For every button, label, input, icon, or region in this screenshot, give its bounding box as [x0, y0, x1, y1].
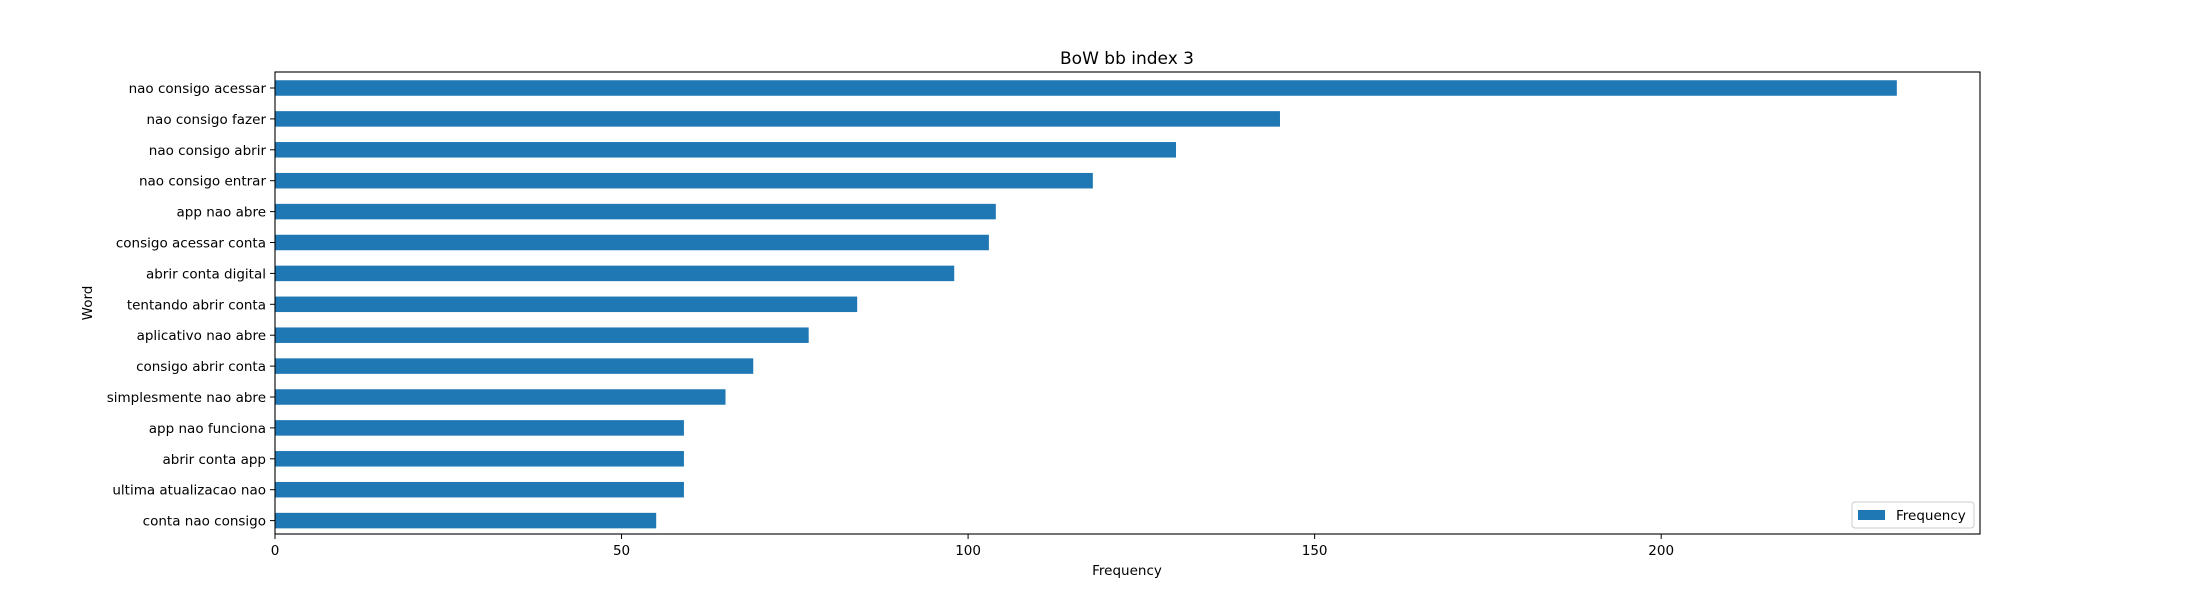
y-tick-label: consigo acessar conta — [116, 236, 266, 252]
legend-box — [1851, 501, 1975, 529]
x-tick-label: 100 — [955, 543, 981, 559]
plot-frame — [274, 71, 1981, 535]
y-tick-label: nao consigo abrir — [149, 143, 267, 159]
bar-abrir-conta-app — [275, 451, 684, 467]
bars-layer — [275, 80, 1897, 529]
y-tick-label: conta nao consigo — [143, 514, 266, 530]
bar-ultima-atualizacao-nao — [275, 481, 684, 498]
legend-label: Frequency — [1896, 508, 1966, 524]
y-tick-label: abrir conta digital — [146, 266, 266, 282]
bar-consigo-acessar-conta — [275, 234, 989, 251]
bar-nao-consigo-acessar — [275, 80, 1897, 96]
bar-nao-consigo-abrir — [275, 142, 1177, 158]
y-tick-label: ultima atualizacao nao — [112, 483, 266, 499]
x-axis: 0 50 100 150 200 — [271, 534, 1674, 559]
bar-nao-consigo-entrar — [275, 172, 1093, 189]
legend-swatch — [1858, 510, 1885, 520]
x-axis-label: Frequency — [1092, 563, 1162, 579]
bar-aplicativo-nao-abre — [275, 327, 809, 343]
y-tick-label: abrir conta app — [163, 452, 267, 468]
y-tick-label: app nao abre — [177, 205, 266, 221]
y-tick-label: nao consigo fazer — [147, 112, 267, 128]
y-tick-label: app nao funciona — [149, 421, 266, 437]
x-tick-label: 150 — [1302, 543, 1328, 559]
bar-app-nao-funciona — [275, 420, 684, 436]
chart-title: BoW bb index 3 — [1060, 49, 1194, 69]
bar-conta-nao-consigo — [275, 512, 657, 529]
y-axis-label: Word — [80, 286, 96, 321]
x-tick-label: 0 — [271, 543, 280, 559]
bar-consigo-abrir-conta — [275, 358, 754, 374]
y-tick-label: tentando abrir conta — [127, 297, 266, 313]
y-tick-label: aplicativo nao abre — [137, 328, 266, 344]
y-tick-label: nao consigo entrar — [139, 174, 267, 190]
y-tick-label: nao consigo acessar — [129, 81, 267, 97]
x-tick-label: 200 — [1648, 543, 1674, 559]
y-tick-label: consigo abrir conta — [136, 359, 266, 375]
y-axis: nao consigo acessar nao consigo fazer nao … — [107, 81, 275, 530]
y-tick-label: simplesmente nao abre — [107, 390, 266, 406]
legend: Frequency — [1851, 501, 1975, 529]
bar-simplesmente-nao-abre — [275, 389, 726, 405]
bar-nao-consigo-fazer — [275, 111, 1280, 127]
x-tick-label: 50 — [613, 543, 630, 559]
bar-app-nao-abre — [275, 203, 996, 220]
bar-tentando-abrir-conta — [275, 296, 858, 313]
bar-abrir-conta-digital — [275, 265, 955, 282]
